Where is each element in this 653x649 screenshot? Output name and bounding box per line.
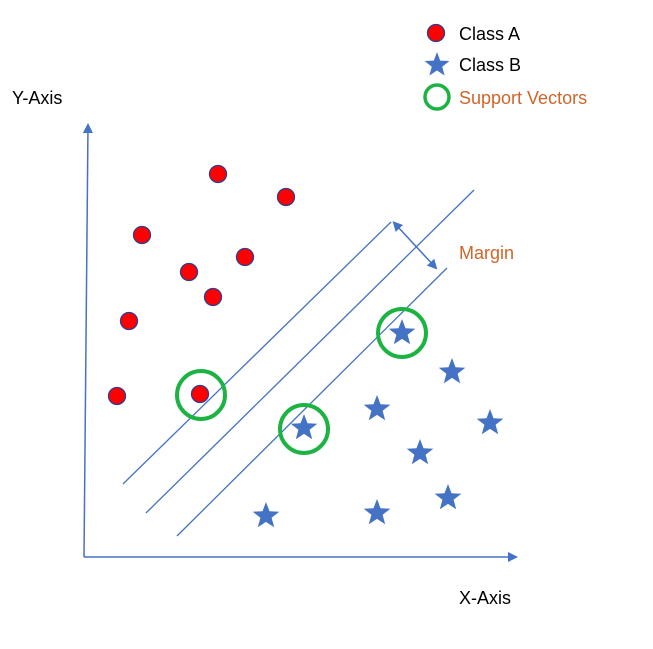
margin-boundary-lower [176, 267, 448, 537]
support-vector-ring [376, 307, 428, 359]
margin-label: Margin [459, 243, 514, 263]
class-b-point [476, 409, 504, 435]
legend-class-a-label: Class A [459, 24, 520, 44]
class-b-point [363, 395, 391, 421]
class-a-point [208, 164, 228, 184]
decision-boundary [145, 189, 475, 514]
y-axis-label: Y-Axis [12, 88, 62, 108]
legend-star-shape [424, 52, 450, 76]
margin-boundary-upper [122, 221, 392, 485]
support-vector-ring [175, 369, 227, 421]
legend: Class A Class B Support Vectors [423, 23, 587, 111]
y-axis-line [82, 123, 93, 558]
class-a-point [132, 225, 152, 245]
class-b-point [406, 439, 434, 465]
class-a-points [107, 164, 296, 406]
legend-support-vectors-label: Support Vectors [459, 88, 587, 108]
class-b-point [290, 414, 318, 440]
class-a-point [276, 187, 296, 207]
class-a-point-support [190, 384, 210, 404]
red-circle-icon [426, 23, 446, 43]
support-vector-rings [175, 307, 428, 455]
class-b-point [363, 499, 391, 525]
green-ring-icon [423, 83, 451, 111]
class-a-point [107, 386, 127, 406]
class-b-point [438, 358, 466, 384]
class-a-point [235, 247, 255, 267]
class-a-point [119, 311, 139, 331]
support-vector-ring [278, 403, 330, 455]
legend-class-b-label: Class B [459, 55, 521, 75]
margin-arrow [392, 221, 438, 270]
x-axis-label: X-Axis [459, 588, 511, 608]
blue-star-icon [424, 52, 450, 76]
class-b-point [252, 502, 280, 528]
class-a-point [179, 262, 199, 282]
class-b-points [252, 319, 504, 528]
class-b-point [434, 484, 462, 510]
class-b-point [388, 319, 416, 345]
class-a-point [203, 287, 223, 307]
